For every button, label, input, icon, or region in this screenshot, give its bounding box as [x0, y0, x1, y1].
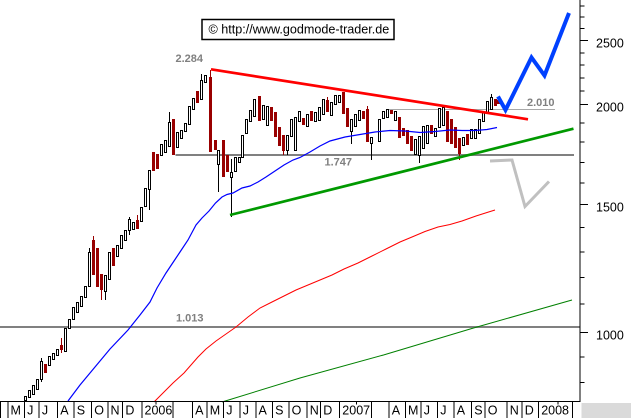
svg-text:2007: 2007 [342, 404, 370, 418]
svg-text:J: J [243, 404, 249, 418]
svg-text:O: O [94, 404, 104, 418]
svg-text:D: D [525, 404, 534, 418]
svg-text:N: N [310, 404, 319, 418]
svg-text:M: M [11, 404, 21, 418]
svg-text:J: J [27, 404, 33, 418]
svg-text:A: A [60, 404, 69, 418]
svg-text:2.010: 2.010 [527, 97, 555, 109]
svg-text:D: D [323, 404, 332, 418]
svg-text:N: N [510, 404, 519, 418]
svg-text:M: M [210, 404, 220, 418]
svg-text:2008: 2008 [541, 404, 569, 418]
svg-text:1.013: 1.013 [176, 313, 204, 325]
svg-text:J: J [226, 404, 232, 418]
svg-text:2000: 2000 [596, 101, 624, 115]
svg-text:2006: 2006 [145, 404, 173, 418]
svg-text:O: O [292, 404, 302, 418]
svg-text:D: D [125, 404, 134, 418]
svg-text:N: N [111, 404, 120, 418]
svg-text:A: A [259, 404, 268, 418]
svg-text:J: J [440, 404, 446, 418]
svg-text:1500: 1500 [596, 201, 624, 215]
svg-text:O: O [488, 404, 498, 418]
svg-text:S: S [275, 404, 283, 418]
svg-text:1000: 1000 [596, 329, 624, 343]
svg-text:1.747: 1.747 [325, 157, 353, 169]
svg-text:2500: 2500 [596, 37, 624, 51]
svg-text:© http://www.godmode-trader.de: © http://www.godmode-trader.de [209, 23, 390, 37]
svg-text:J: J [42, 404, 48, 418]
svg-text:A: A [195, 404, 204, 418]
svg-text:A: A [457, 404, 466, 418]
svg-text:2.284: 2.284 [176, 53, 204, 65]
svg-text:S: S [474, 404, 482, 418]
svg-text:S: S [77, 404, 85, 418]
svg-text:J: J [424, 404, 430, 418]
svg-text:M: M [408, 404, 418, 418]
svg-text:A: A [392, 404, 401, 418]
